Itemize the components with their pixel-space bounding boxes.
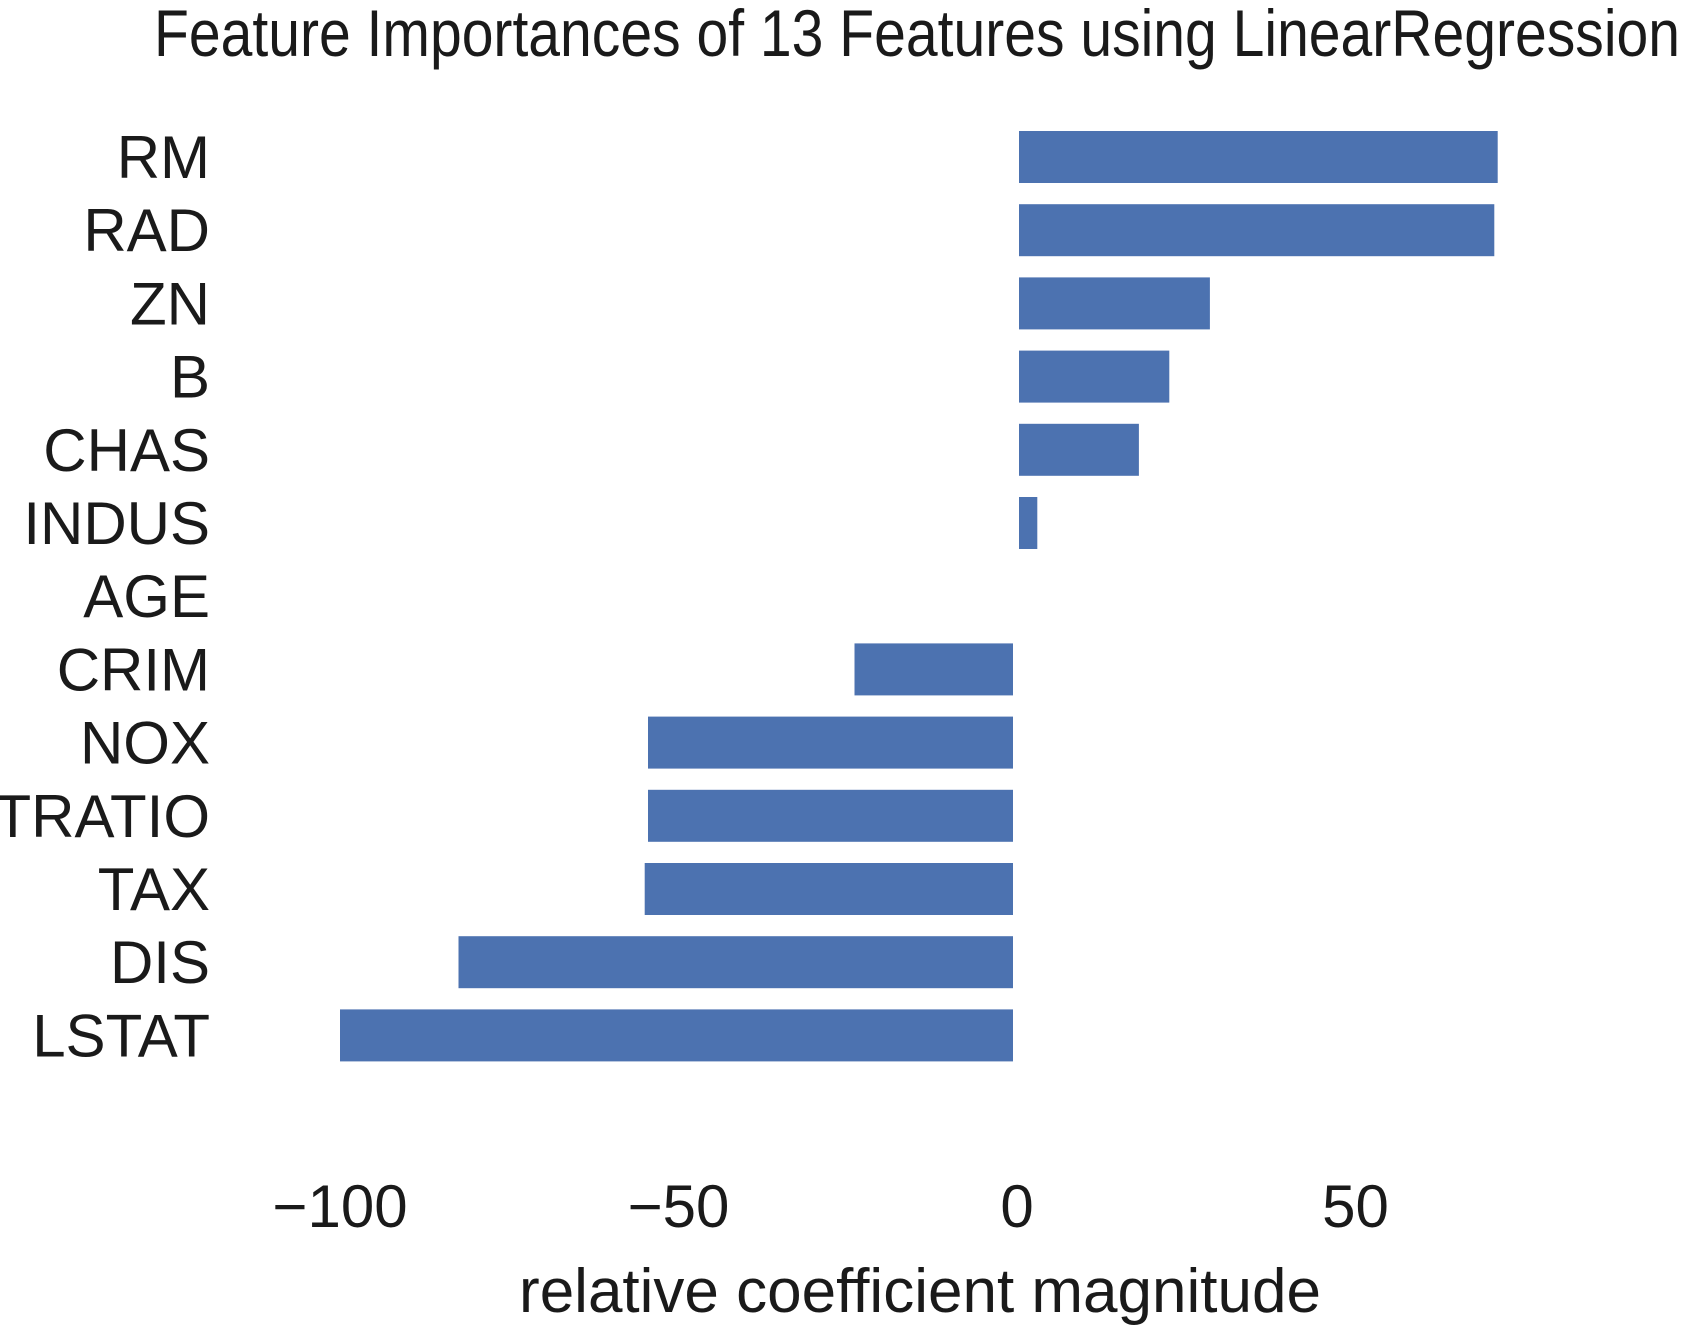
- x-tick-label: −50: [628, 1173, 730, 1240]
- bar-b: [1019, 350, 1170, 403]
- bar-rad: [1019, 204, 1495, 257]
- bar-rm: [1019, 131, 1498, 183]
- y-tick-label-indus: INDUS: [23, 490, 210, 557]
- bars-layer: [340, 131, 1498, 1062]
- bar-indus: [1019, 497, 1038, 549]
- bar-zn: [1019, 277, 1210, 330]
- x-tick-label: 50: [1322, 1173, 1389, 1240]
- y-tick-label-rad: RAD: [83, 197, 210, 264]
- y-tick-label-rm: RM: [117, 124, 210, 191]
- x-axis-label: relative coefficient magnitude: [519, 1257, 1321, 1326]
- y-tick-label-chas: CHAS: [43, 417, 210, 484]
- x-tick-labels: −100 −50 0 50: [272, 1173, 1388, 1240]
- bar-crim: [854, 643, 1013, 696]
- y-tick-label-tax: TAX: [98, 856, 210, 923]
- bar-ptratio: [648, 789, 1013, 842]
- y-tick-label-nox: NOX: [80, 710, 210, 777]
- y-tick-label-ptratio: PTRATIO: [0, 783, 210, 850]
- y-tick-label-age: AGE: [83, 563, 210, 630]
- y-tick-label-dis: DIS: [110, 929, 210, 996]
- chart-title: Feature Importances of 13 Features using…: [154, 0, 1680, 70]
- bar-dis: [458, 936, 1013, 989]
- x-tick-label: −100: [272, 1173, 407, 1240]
- bar-nox: [648, 716, 1013, 769]
- y-tick-label-b: B: [170, 344, 210, 411]
- y-tick-label-lstat: LSTAT: [32, 1002, 210, 1069]
- y-tick-label-zn: ZN: [130, 270, 210, 337]
- bar-lstat: [340, 1009, 1013, 1062]
- y-tick-label-crim: CRIM: [57, 636, 210, 703]
- x-tick-label: 0: [1000, 1173, 1033, 1240]
- bar-tax: [644, 863, 1013, 915]
- bar-chas: [1019, 423, 1139, 476]
